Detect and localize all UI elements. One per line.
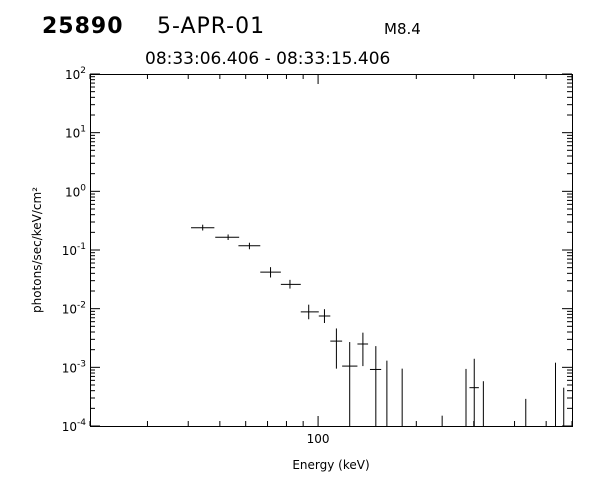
- data-point: [215, 234, 240, 241]
- y-axis-label: photons/sec/keV/cm²: [30, 187, 44, 313]
- data-point: [300, 304, 319, 320]
- data-point: [357, 332, 369, 367]
- x-axis-ticks: 100: [89, 74, 573, 446]
- data-point: [369, 346, 382, 426]
- data-points: [191, 224, 565, 426]
- y-tick-label: 10-2: [62, 301, 86, 317]
- data-point: [342, 342, 358, 426]
- y-tick-label: 10-4: [62, 418, 87, 434]
- data-point: [318, 309, 331, 323]
- data-point: [469, 358, 479, 426]
- y-tick-label: 100: [65, 183, 86, 199]
- flare-class: M8.4: [384, 20, 421, 38]
- data-point: [191, 224, 215, 231]
- x-axis-label: Energy (keV): [292, 458, 369, 472]
- y-tick-label: 10-3: [62, 359, 86, 375]
- event-id: 25890: [42, 14, 124, 39]
- data-point: [238, 242, 261, 250]
- data-point: [280, 279, 301, 289]
- data-point: [330, 328, 343, 369]
- y-tick-label: 10-1: [62, 242, 86, 258]
- y-tick-label: 101: [65, 125, 86, 141]
- event-date: 5-APR-01: [157, 14, 266, 39]
- y-tick-label: 102: [65, 66, 86, 82]
- time-range: 08:33:06.406 - 08:33:15.406: [145, 49, 391, 69]
- x-tick-label: 100: [307, 432, 330, 446]
- plot-frame: [90, 74, 573, 427]
- y-axis-ticks: 10-4 10-3 10-2 10-1 100 101 102: [62, 66, 572, 434]
- data-point: [260, 267, 281, 278]
